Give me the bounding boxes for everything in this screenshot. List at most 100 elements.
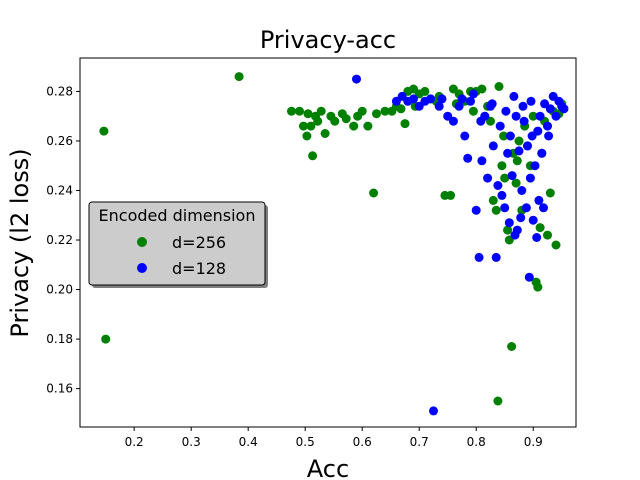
- point-series-0-68: [545, 188, 555, 198]
- point-series-1-66: [518, 101, 528, 111]
- legend-marker-d128: [137, 263, 147, 273]
- point-series-1-15: [463, 153, 473, 163]
- x-ticks: 0.2 0.3 0.4 0.5 0.6 0.7 0.8 0.9: [125, 427, 543, 449]
- point-series-1-49: [535, 111, 545, 121]
- point-series-0-48: [494, 82, 504, 91]
- chart-title: Privacy-acc: [260, 26, 396, 54]
- legend-title: Encoded dimension: [99, 206, 256, 225]
- point-series-1-69: [544, 131, 554, 141]
- point-series-1-14: [460, 131, 470, 141]
- point-series-1-10: [437, 94, 447, 104]
- point-series-0-1: [101, 334, 111, 344]
- point-series-0-36: [446, 190, 456, 200]
- point-series-1-7: [426, 94, 436, 104]
- point-series-1-45: [528, 215, 538, 225]
- point-series-1-61: [468, 89, 478, 99]
- point-series-0-3: [287, 106, 296, 116]
- point-series-1-34: [511, 111, 521, 121]
- y-tick-label: 0.26: [46, 134, 73, 148]
- y-axis-label: Privacy (l2 loss): [6, 148, 34, 337]
- legend: Encoded dimension d=256 d=128: [88, 201, 268, 288]
- point-series-0-0: [99, 126, 109, 136]
- point-series-1-26: [495, 121, 505, 131]
- point-series-1-56: [551, 111, 561, 121]
- point-series-1-39: [519, 116, 529, 126]
- point-series-0-28: [400, 119, 410, 129]
- point-series-1-43: [525, 173, 535, 183]
- x-tick-label: 0.6: [353, 435, 372, 449]
- point-series-1-25: [493, 181, 503, 190]
- point-series-1-40: [521, 203, 531, 213]
- y-tick-label: 0.22: [46, 233, 73, 247]
- point-series-0-8: [306, 121, 316, 131]
- point-series-1-60: [457, 94, 467, 104]
- x-tick-label: 0.5: [296, 435, 315, 449]
- point-series-0-15: [330, 116, 340, 126]
- x-tick-label: 0.3: [182, 435, 201, 449]
- point-series-0-9: [308, 151, 318, 161]
- point-series-0-21: [363, 121, 373, 131]
- point-series-1-50: [537, 148, 547, 158]
- point-series-0-45: [488, 195, 498, 205]
- x-tick-label: 0.7: [410, 435, 429, 449]
- point-series-1-62: [476, 116, 486, 126]
- point-series-0-50: [500, 173, 510, 183]
- point-series-1-67: [526, 96, 536, 106]
- point-series-0-64: [535, 223, 545, 233]
- point-series-0-24: [380, 106, 390, 116]
- point-series-1-38: [517, 186, 527, 195]
- point-series-0-27: [396, 104, 406, 114]
- point-series-0-13: [320, 129, 330, 138]
- point-series-0-63: [533, 282, 543, 292]
- point-series-1-28: [500, 203, 510, 213]
- x-tick-label: 0.4: [239, 435, 258, 449]
- point-series-1-42: [524, 272, 534, 282]
- point-series-1-63: [487, 99, 497, 109]
- point-series-1-59: [559, 104, 569, 114]
- point-series-0-7: [303, 109, 313, 119]
- point-series-0-78: [499, 131, 509, 141]
- point-series-0-4: [295, 106, 304, 116]
- legend-label-d256: d=256: [172, 233, 226, 252]
- point-series-0-42: [477, 84, 487, 94]
- point-series-1-65: [509, 91, 519, 101]
- point-series-1-4: [409, 94, 418, 104]
- point-series-0-32: [420, 86, 430, 96]
- point-series-1-21: [483, 173, 493, 183]
- point-series-0-61: [528, 111, 538, 121]
- point-series-0-70: [551, 240, 561, 250]
- point-series-0-55: [511, 178, 521, 188]
- point-series-0-17: [341, 114, 351, 124]
- point-series-1-29: [503, 148, 513, 158]
- point-series-0-2: [234, 72, 244, 82]
- legend-box: [88, 201, 266, 286]
- point-series-1-16: [466, 96, 475, 106]
- x-axis-label: Acc: [307, 455, 349, 480]
- x-tick-label: 0.8: [467, 435, 486, 449]
- point-series-1-36: [514, 146, 524, 156]
- point-series-0-76: [468, 106, 478, 116]
- point-series-1-46: [530, 161, 540, 171]
- point-series-1-17: [471, 205, 481, 215]
- point-series-0-46: [491, 205, 501, 215]
- y-tick-label: 0.28: [46, 84, 73, 98]
- y-tick-label: 0.20: [46, 283, 73, 297]
- point-series-0-11: [313, 116, 323, 126]
- point-series-0-49: [497, 161, 507, 171]
- point-series-1-27: [497, 190, 507, 200]
- x-tick-label: 0.2: [125, 435, 144, 449]
- point-series-0-12: [316, 106, 326, 116]
- point-series-0-67: [543, 230, 552, 240]
- point-series-1-24: [491, 252, 501, 262]
- point-series-0-47: [493, 396, 503, 406]
- point-series-1-30: [504, 218, 514, 228]
- point-series-1-31: [505, 131, 515, 141]
- point-series-1-51: [539, 203, 548, 213]
- y-tick-label: 0.24: [46, 183, 73, 197]
- point-series-1-54: [545, 104, 555, 114]
- point-series-1-9: [434, 101, 444, 111]
- point-series-0-22: [369, 188, 379, 198]
- y-tick-label: 0.18: [46, 332, 73, 346]
- point-series-1-48: [534, 195, 544, 205]
